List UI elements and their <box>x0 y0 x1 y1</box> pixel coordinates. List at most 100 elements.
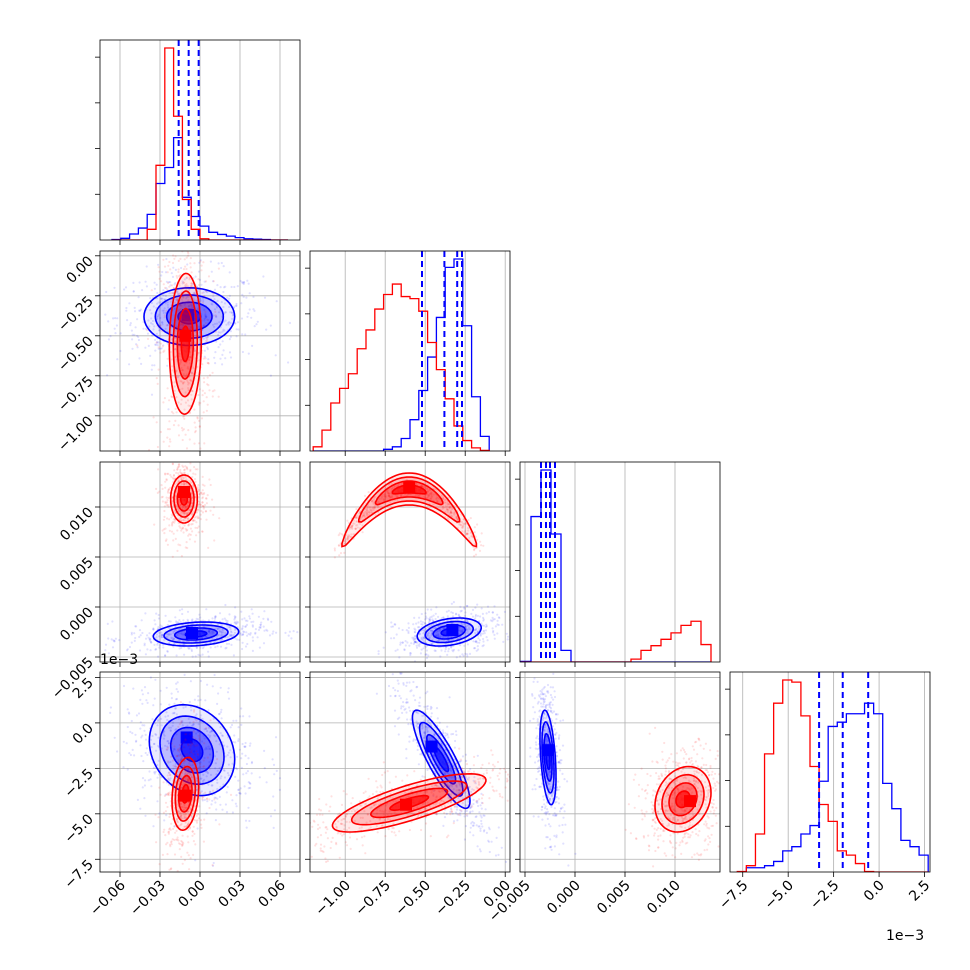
scatter-point <box>493 618 496 621</box>
scatter-point <box>239 632 242 635</box>
scatter-point <box>353 522 356 525</box>
scatter-point <box>239 792 242 795</box>
scatter-point <box>197 508 200 511</box>
scatter-point <box>192 766 195 769</box>
scatter-point <box>208 790 211 793</box>
scatter-point <box>198 425 201 428</box>
scatter-point <box>187 779 190 782</box>
scatter-point <box>208 761 211 764</box>
scatter-point <box>133 639 136 643</box>
scatter-point <box>202 840 205 843</box>
scatter-point <box>224 755 227 758</box>
scatter-point <box>178 647 181 650</box>
scatter-point <box>179 362 182 365</box>
scatter-point <box>176 690 180 693</box>
scatter-point <box>184 475 187 479</box>
scatter-point <box>473 631 477 635</box>
scatter-point <box>143 729 146 732</box>
scatter-point <box>180 721 183 724</box>
scatter-point <box>193 698 196 701</box>
x-tick-label: −7.5 <box>716 878 751 913</box>
scatter-point <box>413 641 416 644</box>
scatter-point <box>186 399 190 402</box>
scatter-point <box>174 268 177 271</box>
scatter-point <box>434 783 437 786</box>
scatter-point <box>209 734 212 737</box>
scatter-point <box>225 791 228 794</box>
scatter-point <box>493 633 496 637</box>
scatter-point <box>187 822 190 825</box>
scatter-point <box>201 501 204 504</box>
scatter-point <box>191 764 194 767</box>
scatter-point <box>188 721 191 724</box>
scatter-point <box>363 514 366 517</box>
scatter-point <box>193 466 196 469</box>
scatter-point <box>190 776 194 779</box>
scatter-point <box>219 286 222 289</box>
scatter-point <box>428 493 431 496</box>
scatter-point <box>190 282 193 285</box>
scatter-point <box>483 814 486 817</box>
scatter-point <box>139 727 142 730</box>
scatter-point <box>256 320 259 323</box>
scatter-point <box>156 724 159 727</box>
scatter-point <box>208 629 211 633</box>
scatter-point <box>430 491 433 494</box>
scatter-point <box>221 363 224 366</box>
scatter-point <box>157 341 160 344</box>
scatter-point <box>122 740 125 743</box>
scatter-point <box>269 815 273 818</box>
scatter-point <box>477 825 480 828</box>
scatter-point <box>249 633 252 636</box>
scatter-point <box>191 834 194 837</box>
scatter-point <box>159 324 162 327</box>
scatter-point <box>180 298 184 301</box>
scatter-point <box>196 752 199 756</box>
scatter-point <box>205 746 208 749</box>
scatter-point <box>214 796 217 799</box>
scatter-point <box>372 506 375 509</box>
scatter-point <box>441 505 444 508</box>
scatter-point <box>482 814 485 817</box>
scatter-point <box>178 848 181 851</box>
scatter-point <box>224 357 227 360</box>
scatter-point <box>177 479 180 482</box>
scatter-point <box>206 346 209 349</box>
scatter-point <box>138 635 141 639</box>
scatter-point <box>488 828 491 831</box>
scatter-point <box>241 625 244 628</box>
scatter-point <box>173 510 176 513</box>
scatter-point <box>265 781 268 784</box>
scatter-point <box>161 309 164 312</box>
scatter-point <box>169 774 172 777</box>
scatter-point <box>234 628 237 632</box>
scatter-point <box>177 754 180 757</box>
scatter-point <box>176 821 179 824</box>
scatter-point <box>182 268 186 271</box>
scatter-point <box>399 641 402 644</box>
scatter-point <box>168 285 171 288</box>
scatter-point <box>123 288 126 291</box>
scatter-point <box>418 645 421 648</box>
scatter-point <box>124 286 128 289</box>
scatter-point <box>391 625 395 628</box>
scatter-point <box>172 532 175 535</box>
scatter-point <box>155 487 158 490</box>
scatter-point <box>435 631 438 634</box>
scatter-point <box>480 807 483 810</box>
scatter-point <box>446 507 449 511</box>
scatter-point <box>164 539 167 543</box>
scatter-point <box>184 546 187 549</box>
scatter-point <box>239 787 242 790</box>
scatter-point <box>419 652 422 655</box>
scatter-point <box>189 705 192 709</box>
scatter-point <box>390 621 393 624</box>
scatter-point <box>225 811 229 814</box>
y-tick-label: −0.75 <box>55 373 97 415</box>
scatter-point <box>466 619 469 622</box>
scatter-point <box>506 638 509 641</box>
scatter-point <box>438 778 441 781</box>
scatter-point <box>405 681 409 684</box>
scatter-point <box>198 425 201 428</box>
scatter-point <box>428 617 431 621</box>
